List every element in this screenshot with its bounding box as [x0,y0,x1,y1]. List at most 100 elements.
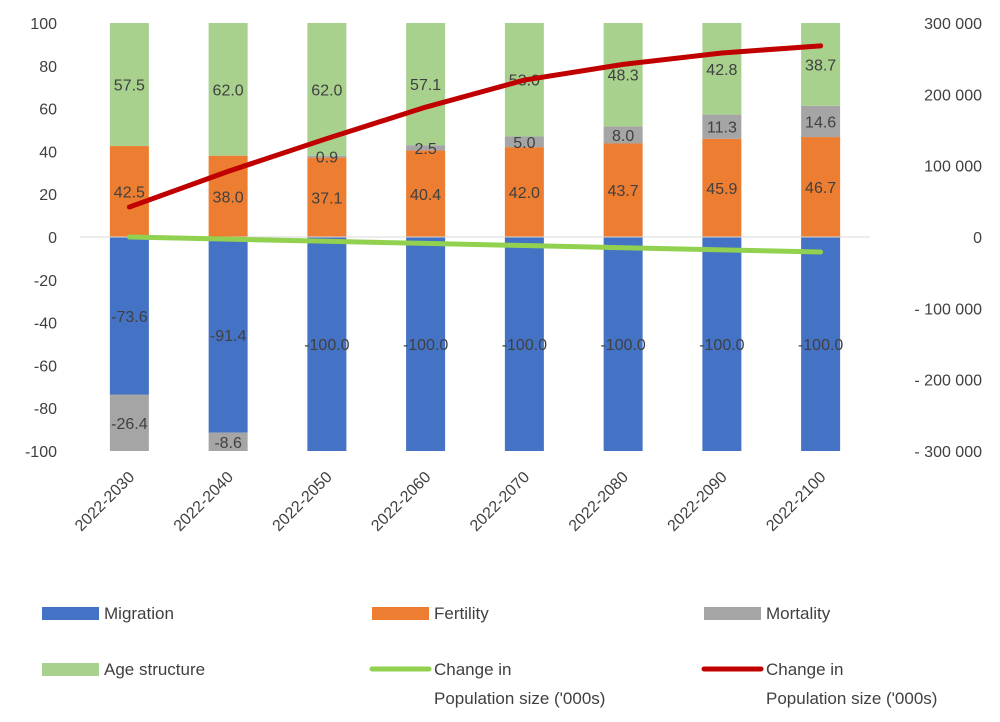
data-label: -100.0 [699,337,744,354]
bar-migration-2022-2030 [109,237,149,395]
data-label: 43.7 [608,183,639,200]
x-category-label: 2022-2100 [763,469,829,535]
data-label: 42.8 [706,62,737,79]
data-label: 40.4 [410,187,441,204]
left-y-tick-label: -20 [34,273,57,290]
left-y-tick-label: 100 [30,16,57,33]
x-category-label: 2022-2060 [368,469,434,535]
bar-mortality-2022-2100 [801,105,841,138]
bar-mortality-2022-2080 [603,126,643,144]
legend-swatch [42,663,99,676]
bar-mortality-2022-2040 [208,432,248,451]
data-label: 38.0 [213,189,244,206]
right-y-tick-label: 100 000 [924,159,982,176]
data-label: 11.3 [707,120,737,137]
data-label: -73.6 [111,309,148,326]
bar-fertility-2022-2060 [406,150,446,237]
data-label: 8.0 [612,128,634,145]
bar-migration-2022-2050 [307,237,347,451]
x-category-label: 2022-2050 [270,469,336,535]
bar-migration-2022-2100 [801,237,841,451]
bar-migration-2022-2080 [603,237,643,451]
data-label: 5.0 [513,135,535,152]
bar-age-structure-2022-2100 [801,23,841,106]
bar-fertility-2022-2030 [109,146,149,237]
right-y-tick-label: 0 [973,230,982,247]
data-label-layer: -73.6 42.5 -26.4 57.5 -91.4 38.0 -8.6 62.0 -100.… [111,57,843,451]
left-y-tick-label: 80 [39,59,57,76]
left-y-tick-label: 0 [48,230,57,247]
left-y-tick-label: -100 [25,444,57,461]
x-category-label: 2022-2030 [72,469,138,535]
bar-age-structure-2022-2040 [208,23,248,156]
bar-migration-2022-2090 [702,237,742,451]
data-label: 62.0 [311,82,342,99]
data-label: -26.4 [111,416,148,433]
line-series-green [126,234,824,255]
bar-age-structure-2022-2060 [406,23,446,146]
bar-age-structure-2022-2090 [702,23,742,115]
bar-fertility-2022-2090 [702,138,742,237]
left-y-tick-label: 60 [39,102,57,119]
left-y-tick-label: 40 [39,144,57,161]
bar-mortality-2022-2090 [702,114,742,139]
bar-fertility-2022-2100 [801,137,841,237]
bar-mortality-2022-2030 [109,394,149,451]
bar-fertility-2022-2050 [307,157,347,237]
data-label: 0.9 [316,150,338,167]
legend-label: Mortality [766,604,831,623]
line-series-red [126,43,824,210]
data-label: -100.0 [304,337,349,354]
data-label: 62.0 [213,82,244,99]
bar-mortality-2022-2050 [307,155,347,158]
right-y-tick-label: - 200 000 [914,373,982,390]
bar-migration-2022-2070 [504,237,544,451]
legend-label: Change in [434,660,512,679]
left-y-tick-label: -40 [34,316,57,333]
bar-mortality-2022-2070 [504,136,544,148]
left-y-tick-label: -80 [34,401,57,418]
data-label: -100.0 [403,337,448,354]
legend-label: Population size ('000s) [766,689,937,708]
legend-label: Population size ('000s) [434,689,605,708]
line-layer [126,43,824,255]
data-label: 57.1 [410,77,441,94]
data-label: -91.4 [210,328,247,345]
bar-age-structure-2022-2030 [109,23,149,147]
data-label: 48.3 [608,68,639,85]
data-label: 38.7 [805,57,836,74]
right-y-axis: 300 000 200 000 100 000 0 - 100 000 - 200 000… [914,16,982,461]
x-axis: 2022-2030 2022-2040 2022-2050 2022-2060 2022… [72,469,829,535]
left-y-tick-label: 20 [39,187,57,204]
data-label: 37.1 [311,190,342,207]
data-label: 57.5 [114,78,145,95]
legend-swatch [704,607,761,620]
legend-label: Fertility [434,604,489,623]
bar-migration-2022-2040 [208,237,248,433]
bar-migration-2022-2060 [406,237,446,451]
data-label: 42.5 [114,185,145,202]
legend-label: Change in [766,660,844,679]
left-y-axis: 100 80 60 40 20 0 -20 -40 -60 -80 -100 [25,16,57,461]
data-label: 14.6 [805,114,836,131]
data-label: -8.6 [214,435,242,452]
x-category-label: 2022-2040 [171,469,237,535]
right-y-tick-label: - 300 000 [914,444,982,461]
bar-age-structure-2022-2080 [603,23,643,127]
legend-label: Age structure [104,660,205,679]
right-y-tick-label: 300 000 [924,16,982,33]
legend-swatch [42,607,99,620]
bar-fertility-2022-2080 [603,143,643,237]
data-label: -100.0 [502,337,547,354]
legend-swatch [372,607,429,620]
x-category-label: 2022-2090 [665,469,731,535]
right-y-tick-label: 200 000 [924,87,982,104]
bar-layer [109,23,841,451]
x-category-label: 2022-2080 [566,469,632,535]
data-label: 45.9 [706,181,737,198]
left-y-tick-label: -60 [34,358,57,375]
bar-fertility-2022-2070 [504,147,544,237]
bar-mortality-2022-2060 [406,145,446,151]
